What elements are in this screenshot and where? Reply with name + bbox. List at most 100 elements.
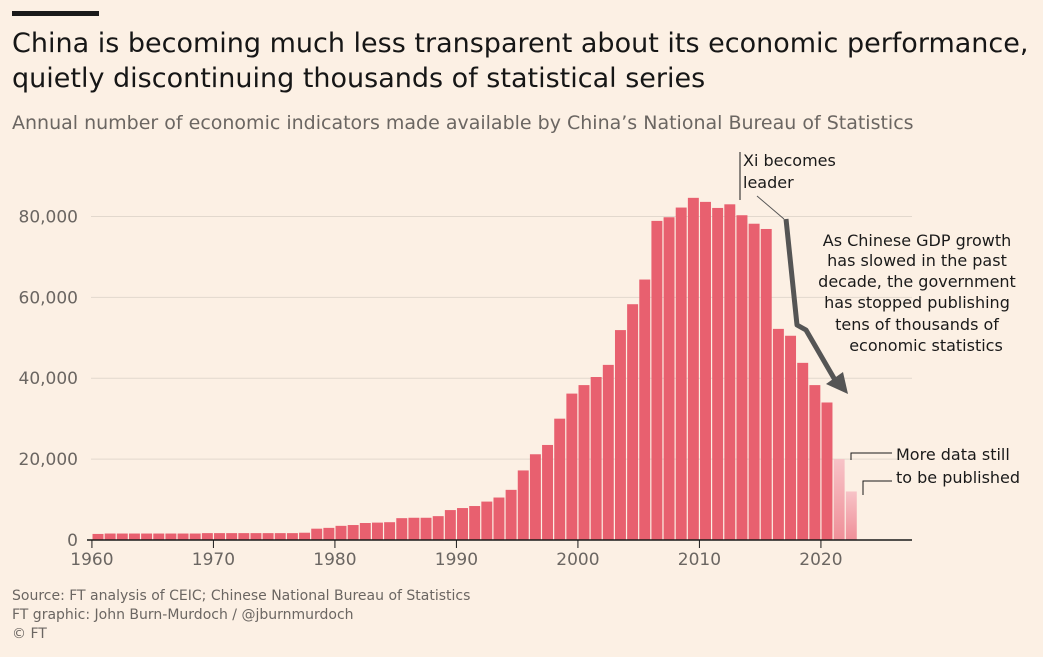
bar xyxy=(432,516,444,540)
bar xyxy=(614,330,626,540)
bar xyxy=(772,328,784,540)
bar xyxy=(347,525,359,540)
bar xyxy=(311,528,323,540)
copyright-note: © FT xyxy=(12,626,47,642)
bar-chart: 0 20,000 40,000 60,000 80,000 1960 1970 1980 199… xyxy=(19,151,1021,570)
bar xyxy=(639,279,651,540)
x-tick-label: 1960 xyxy=(70,550,113,570)
decline-arrow-head xyxy=(826,372,848,394)
chart-footer: Source: FT analysis of CEIC; Chinese Nat… xyxy=(12,587,470,644)
bar xyxy=(785,335,797,540)
bar xyxy=(226,533,238,540)
gdp-annotation-line5: tens of thousands of xyxy=(835,315,999,334)
bar xyxy=(627,304,639,540)
bar xyxy=(566,393,578,540)
bar xyxy=(529,454,541,540)
y-tick-label: 0 xyxy=(67,531,78,551)
bar xyxy=(554,418,566,540)
graphic-credit: FT graphic: John Burn-Murdoch / @jburnmu… xyxy=(12,607,354,623)
gdp-annotation-line6: economic statistics xyxy=(849,336,1003,355)
bar xyxy=(712,207,724,540)
source-note: Source: FT analysis of CEIC; Chinese Nat… xyxy=(12,588,471,604)
x-tick-label: 1990 xyxy=(435,550,478,570)
bar xyxy=(444,510,456,540)
bar xyxy=(493,497,505,540)
gdp-annotation-line4: has stopped publishing xyxy=(824,293,1010,312)
bar xyxy=(797,362,809,540)
xi-annotation-line2: leader xyxy=(743,173,794,192)
bar xyxy=(396,518,408,540)
bar xyxy=(517,470,529,540)
gdp-annotation-line3: decade, the government xyxy=(818,272,1016,291)
bar xyxy=(408,517,420,540)
x-tick-label: 2010 xyxy=(678,550,721,570)
bar xyxy=(141,533,153,540)
bar xyxy=(201,533,213,540)
bar xyxy=(274,533,286,540)
bar xyxy=(578,385,590,540)
decline-arrow-line xyxy=(783,218,838,382)
chart-title: China is becoming much less transparent … xyxy=(12,28,1029,94)
chart-subtitle: Annual number of economic indicators mad… xyxy=(12,112,914,134)
bar xyxy=(92,533,104,540)
bar xyxy=(189,533,201,540)
bar xyxy=(262,533,274,540)
bar xyxy=(736,215,748,541)
xi-connector-line xyxy=(756,195,785,220)
bars xyxy=(92,197,857,541)
bar-provisional xyxy=(833,459,845,540)
bar xyxy=(481,501,493,540)
bar xyxy=(371,522,383,540)
bar xyxy=(821,402,833,540)
more-data-annotation-line1: More data still xyxy=(896,445,1010,464)
xi-annotation-line1: Xi becomes xyxy=(743,151,836,170)
ft-brand-bar xyxy=(12,11,99,16)
gdp-annotation-line2: has slowed in the past xyxy=(827,251,1007,270)
bar xyxy=(323,527,335,540)
bar xyxy=(420,517,432,540)
bar xyxy=(335,525,347,540)
bar xyxy=(177,533,189,540)
bar xyxy=(384,522,396,540)
bar xyxy=(299,532,311,540)
x-tick-label: 2020 xyxy=(799,550,842,570)
x-tick-label: 1980 xyxy=(313,550,356,570)
bar xyxy=(457,508,468,540)
bar xyxy=(250,533,262,540)
bar xyxy=(505,489,517,540)
bar xyxy=(760,228,772,541)
bar xyxy=(116,533,128,540)
bar xyxy=(651,220,663,540)
bar xyxy=(286,533,298,540)
x-tick-label: 2000 xyxy=(556,550,599,570)
bar-provisional xyxy=(845,491,857,540)
y-tick-label: 40,000 xyxy=(19,369,78,389)
bar xyxy=(359,523,371,540)
y-tick-label: 80,000 xyxy=(19,207,78,227)
more-data-annotation-line2: to be published xyxy=(896,468,1020,487)
bar xyxy=(469,506,481,540)
bar xyxy=(165,533,177,540)
bar xyxy=(214,533,225,540)
y-tick-label: 20,000 xyxy=(19,450,78,470)
more-data-bracket-1 xyxy=(850,452,892,460)
more-data-bracket-2 xyxy=(862,480,892,495)
bar xyxy=(590,377,602,540)
bar xyxy=(809,385,821,540)
bar xyxy=(602,364,614,540)
bar xyxy=(238,533,250,540)
axes: 0 20,000 40,000 60,000 80,000 1960 1970 1980 199… xyxy=(19,207,912,570)
gdp-annotation-line1: As Chinese GDP growth xyxy=(823,231,1012,250)
bar xyxy=(153,533,165,540)
bar xyxy=(104,533,116,540)
y-tick-label: 60,000 xyxy=(19,288,78,308)
annotations: Xi becomes leader As Chinese GDP growth … xyxy=(739,151,1020,495)
bar xyxy=(687,197,699,540)
bar xyxy=(675,207,687,541)
bar xyxy=(748,223,760,540)
bar xyxy=(724,204,736,540)
x-tick-label: 1970 xyxy=(192,550,235,570)
bar xyxy=(700,201,711,540)
bar xyxy=(128,533,140,540)
bar xyxy=(542,444,554,540)
